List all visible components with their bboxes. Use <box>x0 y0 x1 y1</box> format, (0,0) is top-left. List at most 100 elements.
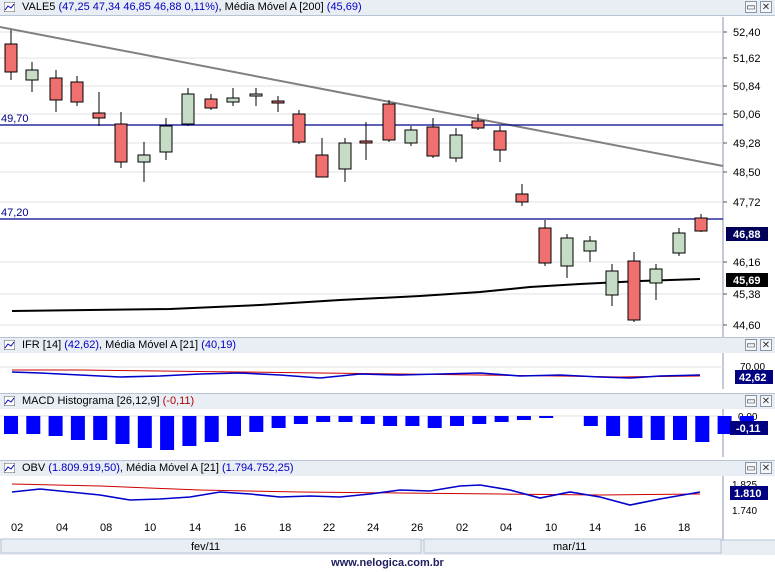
candle <box>382 103 396 141</box>
macd-badge <box>730 421 768 435</box>
last-price-badge <box>726 227 768 241</box>
ifr-badge <box>735 370 773 384</box>
y-tick-label: 45,38 <box>733 289 761 301</box>
x-tick-label: 26 <box>411 522 423 534</box>
macd-chart[interactable]: 0,00-0,11 <box>0 409 775 457</box>
ifr-badge-label: 42,62 <box>739 372 767 384</box>
x-tick-label: 10 <box>144 522 156 534</box>
candle <box>359 140 373 144</box>
macd-bar <box>249 416 264 432</box>
candle <box>137 154 151 163</box>
macd-panel-title: MACD Histograma [26,12,9] (-0,11) <box>22 395 195 407</box>
candle <box>449 134 463 159</box>
macd-bar <box>583 416 598 426</box>
moving-average-badge <box>726 273 768 287</box>
maximize-icon: ▭ <box>746 463 756 474</box>
chart-icon <box>4 463 15 473</box>
maximize-button[interactable]: ▭ <box>745 1 757 13</box>
price-chart[interactable]: 52,40 51,62 50,84 50,06 49,28 48,50 47,72 46,16… <box>0 17 775 337</box>
ifr-line <box>11 371 701 379</box>
macd-bar <box>293 416 308 424</box>
candle <box>181 93 195 125</box>
maximize-button[interactable]: ▭ <box>745 395 757 407</box>
candle <box>159 125 173 153</box>
candle <box>338 142 352 170</box>
x-tick-label: 18 <box>678 522 690 534</box>
candle <box>583 240 597 252</box>
x-tick-label: 16 <box>234 522 246 534</box>
candle <box>249 93 263 97</box>
macd-bar <box>695 416 710 442</box>
y-tick-label: 51,62 <box>733 53 761 65</box>
candle <box>92 112 106 119</box>
x-tick-label: 02 <box>11 522 23 534</box>
level-label-low: 47,20 <box>1 207 29 219</box>
obv-panel-header: OBV (1.809.919,50), Média Móvel A [21] (… <box>0 461 775 477</box>
footer-url[interactable]: www.nelogica.com.br <box>0 555 775 572</box>
candle <box>538 227 552 264</box>
x-tick-label: 10 <box>545 522 557 534</box>
macd-bar <box>271 416 286 428</box>
maximize-button[interactable]: ▭ <box>745 462 757 474</box>
obv-badge <box>730 486 768 500</box>
x-tick-label: 04 <box>500 522 512 534</box>
y-tick-label: 48,50 <box>733 167 761 179</box>
candle <box>49 77 63 101</box>
macd-bar <box>338 416 353 422</box>
candle <box>271 100 285 104</box>
candle <box>672 232 686 254</box>
month-cell <box>423 538 722 554</box>
macd-bar <box>717 416 732 434</box>
candle <box>292 113 306 143</box>
maximize-icon: ▭ <box>746 396 756 407</box>
candle <box>493 130 507 151</box>
obv-chart[interactable]: 1.825 1.740 1.810 <box>0 476 775 540</box>
macd-bar <box>427 416 442 428</box>
candle <box>114 123 128 163</box>
x-tick-label: 16 <box>634 522 646 534</box>
candle <box>70 81 84 103</box>
chart-icon <box>4 340 15 350</box>
macd-bar <box>516 416 531 420</box>
candle <box>471 120 485 129</box>
candle <box>694 217 708 232</box>
macd-badge-label: -0,11 <box>736 423 760 435</box>
month-label: mar/11 <box>553 541 586 553</box>
x-tick-label: 18 <box>279 522 291 534</box>
close-icon: ✕ <box>761 2 771 13</box>
macd-bar <box>182 416 197 446</box>
candle <box>315 154 329 178</box>
macd-bar <box>650 416 665 440</box>
price-panel-header: VALE5 (47,25 47,34 46,85 46,88 0,11%), M… <box>0 0 775 16</box>
candle <box>25 69 39 81</box>
maximize-icon: ▭ <box>746 2 756 13</box>
candle <box>226 97 240 103</box>
close-icon: ✕ <box>761 340 771 351</box>
ifr-panel-title: IFR [14] (42,62), Média Móvel A [21] (40… <box>22 339 237 351</box>
close-button[interactable]: ✕ <box>760 1 772 13</box>
candle <box>4 43 18 73</box>
maximize-button[interactable]: ▭ <box>745 339 757 351</box>
macd-bar <box>673 416 687 440</box>
y-tick-label: 49,28 <box>733 138 761 150</box>
x-tick-label: 22 <box>323 522 335 534</box>
y-tick-label: 52,40 <box>733 27 761 39</box>
close-button[interactable]: ✕ <box>760 339 772 351</box>
candle <box>605 270 619 296</box>
candle <box>204 98 218 109</box>
moving-average-badge-label: 45,69 <box>733 275 761 287</box>
x-tick-label: 14 <box>589 522 601 534</box>
macd-bar <box>26 416 41 434</box>
ifr-plot-bg <box>0 353 775 389</box>
close-button[interactable]: ✕ <box>760 462 772 474</box>
chart-icon <box>4 396 15 406</box>
close-button[interactable]: ✕ <box>760 395 772 407</box>
month-cell <box>0 538 422 554</box>
macd-bar <box>204 416 219 442</box>
macd-bar <box>160 416 175 450</box>
macd-bar <box>450 416 464 426</box>
macd-bar <box>628 416 643 438</box>
macd-bar <box>137 416 152 448</box>
candle <box>515 193 529 203</box>
